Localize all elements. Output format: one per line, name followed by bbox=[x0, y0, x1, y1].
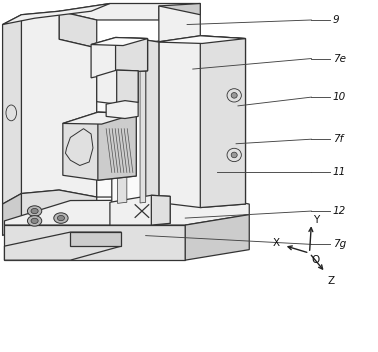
Polygon shape bbox=[106, 101, 138, 119]
Ellipse shape bbox=[54, 213, 68, 223]
Ellipse shape bbox=[231, 93, 237, 98]
Ellipse shape bbox=[231, 152, 237, 158]
Polygon shape bbox=[98, 112, 136, 180]
Text: 7f: 7f bbox=[333, 134, 343, 144]
Polygon shape bbox=[22, 190, 97, 228]
Polygon shape bbox=[91, 38, 147, 45]
Polygon shape bbox=[59, 11, 97, 48]
Text: 10: 10 bbox=[333, 92, 346, 102]
Ellipse shape bbox=[31, 218, 38, 224]
Polygon shape bbox=[140, 42, 146, 203]
Polygon shape bbox=[157, 36, 245, 43]
Text: 11: 11 bbox=[333, 168, 346, 177]
Text: 12: 12 bbox=[333, 206, 346, 216]
Polygon shape bbox=[3, 194, 22, 235]
Polygon shape bbox=[63, 112, 136, 124]
Polygon shape bbox=[151, 195, 170, 225]
Polygon shape bbox=[3, 15, 22, 204]
Polygon shape bbox=[112, 40, 159, 204]
Ellipse shape bbox=[6, 105, 17, 121]
Ellipse shape bbox=[31, 208, 38, 214]
Ellipse shape bbox=[57, 215, 65, 221]
Text: 7g: 7g bbox=[333, 239, 346, 249]
Polygon shape bbox=[185, 215, 249, 260]
Polygon shape bbox=[97, 70, 138, 104]
Text: Y: Y bbox=[313, 215, 319, 225]
Polygon shape bbox=[110, 195, 170, 225]
Polygon shape bbox=[159, 6, 200, 197]
Text: O: O bbox=[312, 255, 320, 265]
Polygon shape bbox=[5, 200, 249, 225]
Polygon shape bbox=[97, 41, 159, 197]
Ellipse shape bbox=[227, 89, 241, 102]
Polygon shape bbox=[5, 232, 121, 260]
Polygon shape bbox=[157, 36, 245, 208]
Text: X: X bbox=[273, 238, 280, 248]
Polygon shape bbox=[5, 225, 185, 260]
Polygon shape bbox=[65, 129, 93, 165]
Polygon shape bbox=[159, 4, 200, 20]
Ellipse shape bbox=[227, 148, 241, 162]
Ellipse shape bbox=[28, 216, 42, 226]
Polygon shape bbox=[116, 38, 147, 73]
Polygon shape bbox=[91, 38, 147, 78]
Polygon shape bbox=[63, 112, 136, 180]
Polygon shape bbox=[70, 232, 121, 246]
Polygon shape bbox=[117, 70, 138, 104]
Polygon shape bbox=[146, 40, 159, 204]
Polygon shape bbox=[22, 11, 97, 197]
Polygon shape bbox=[3, 4, 110, 25]
Polygon shape bbox=[118, 46, 127, 203]
Polygon shape bbox=[59, 4, 200, 20]
Text: 9: 9 bbox=[333, 15, 339, 25]
Text: Z: Z bbox=[328, 276, 335, 285]
Polygon shape bbox=[200, 36, 245, 208]
Text: 7e: 7e bbox=[333, 54, 346, 64]
Ellipse shape bbox=[28, 206, 42, 216]
